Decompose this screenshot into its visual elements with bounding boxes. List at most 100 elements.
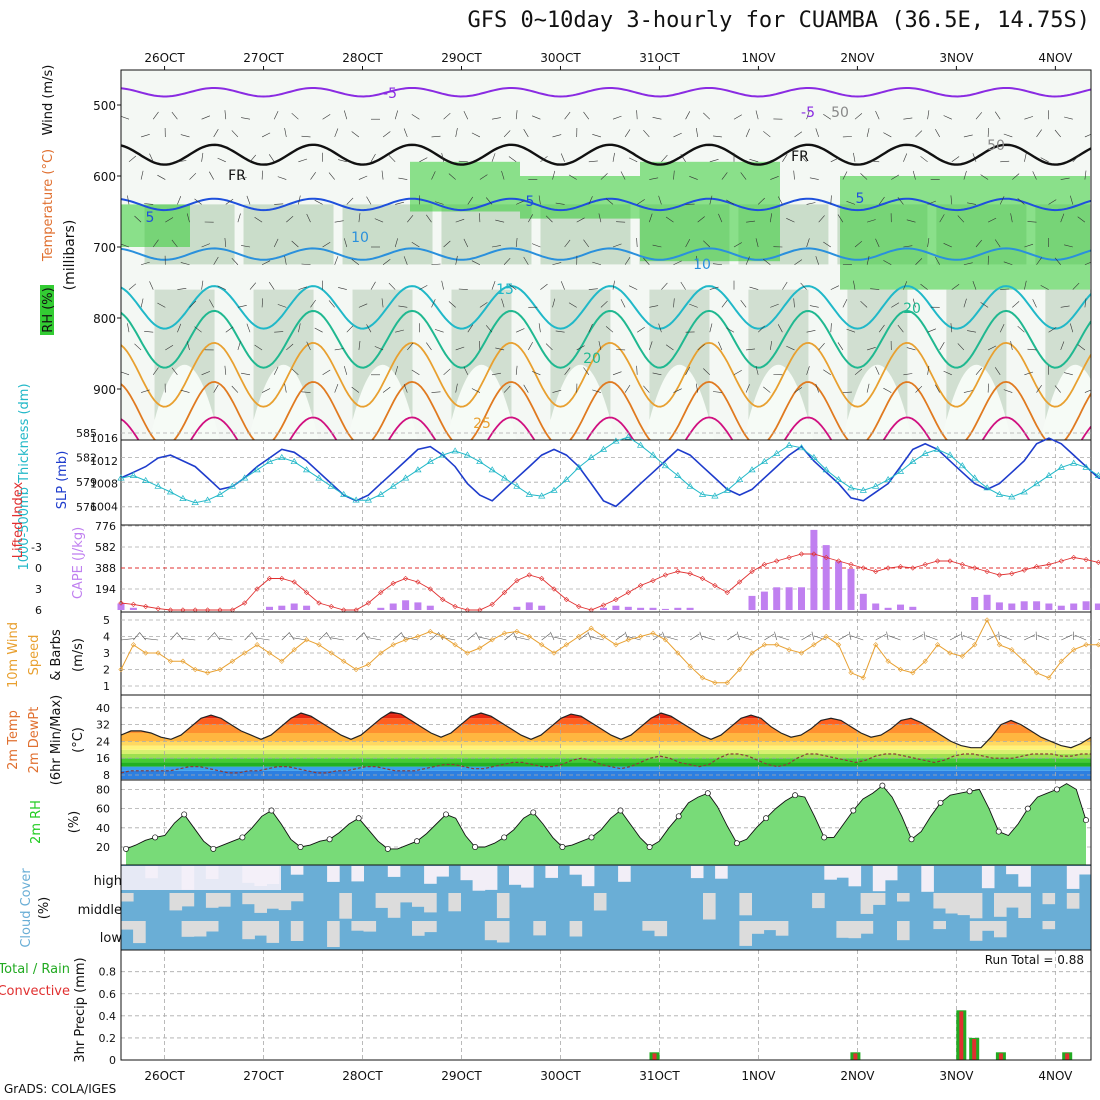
wind-barb: [237, 305, 247, 308]
wind-barb: [793, 170, 795, 180]
wind-barb: [853, 152, 856, 162]
wind-barb: [652, 633, 663, 641]
wind-barb: [508, 284, 517, 290]
wind-barb: [994, 367, 1001, 375]
wind-barb: [351, 259, 360, 265]
cloud-gap: [218, 893, 231, 907]
temperature-mask: [121, 695, 1091, 748]
cloud-gap: [897, 921, 910, 941]
wind-barb: [689, 633, 700, 641]
rh2m-panel: 20 40 60 80 2m RH (%): [29, 779, 1092, 866]
temperature-line: [120, 711, 1092, 749]
rh-moist-area: [410, 161, 520, 212]
thickness-point: [612, 437, 620, 444]
wind-speed-point: [811, 642, 817, 648]
contour-label: 10: [693, 257, 711, 273]
wind-barb: [749, 159, 759, 163]
wind-barb: [661, 154, 668, 163]
wind-barb: [612, 371, 622, 376]
wind-barb: [583, 111, 590, 120]
rh-point: [384, 845, 391, 852]
temp-tick-label: 8: [103, 769, 110, 782]
wind-barb: [1010, 213, 1013, 223]
wind-barb: [358, 340, 361, 350]
wind-barb: [171, 367, 178, 375]
rh-point: [1053, 786, 1060, 793]
cloud-gap: [484, 921, 498, 941]
wind-barb: [866, 128, 870, 138]
cape-bar: [278, 605, 286, 610]
wind-barb: [696, 383, 698, 393]
wind-barb: [883, 260, 892, 266]
wind-speed-series: [118, 617, 1100, 686]
wind-barb: [950, 195, 953, 205]
precip-panel: 0 0.2 0.4 0.6 0.8 Run Total = 0.88 3hr Precip …: [0, 949, 1092, 1067]
precip-axis-label: 3hr Precip (mm): [73, 957, 88, 1062]
wind-barb: [306, 213, 311, 223]
cloud-gap: [121, 893, 134, 902]
wind-barb: [394, 366, 398, 375]
cloud-gap: [363, 921, 377, 932]
cape-bar: [748, 595, 756, 610]
cloud-gap: [327, 866, 340, 882]
wind-barb: [181, 638, 196, 641]
wind-speed-point: [1046, 675, 1052, 681]
wind-barb: [301, 391, 311, 393]
wind-barb: [1024, 634, 1036, 641]
wind-barb: [800, 154, 807, 163]
wind-barb: [962, 635, 975, 641]
wind-speed-point: [972, 642, 978, 648]
wind-barb: [815, 128, 819, 138]
wind-barb: [980, 174, 989, 180]
cloud-gap: [1078, 866, 1092, 875]
cloud-gap: [581, 866, 595, 887]
wind-tick-label: 2: [103, 664, 110, 677]
wind-barb: [867, 347, 876, 351]
rh-point: [268, 807, 275, 814]
bottom-date-label: 1NOV: [741, 1069, 776, 1083]
rh-moist-area: [520, 176, 640, 219]
wind-barb: [370, 153, 376, 162]
wind-speed-point: [353, 666, 359, 673]
wind-barb: [213, 384, 219, 393]
wind-barbs: [120, 631, 1100, 641]
wind-barb: [286, 343, 294, 351]
wind-barb: [927, 110, 930, 120]
wind-barb: [463, 110, 469, 120]
wind-speed-point: [526, 633, 532, 640]
wind-barb: [1040, 157, 1049, 163]
wind-barb: [854, 368, 863, 376]
cloud-gap: [715, 866, 728, 879]
cloud-gap: [266, 921, 280, 943]
wind-speed-point: [736, 666, 743, 673]
cloud-gap: [205, 921, 219, 932]
wind-barb: [395, 329, 404, 333]
wind-barb: [875, 366, 880, 375]
cape-bar: [835, 561, 843, 610]
cape-bar: [674, 607, 682, 610]
wind-barb: [1072, 282, 1080, 290]
cape-bar: [377, 607, 385, 610]
temp-tick-label: 16: [96, 752, 110, 765]
wind-barb: [1000, 635, 1012, 641]
cloud-gap: [412, 921, 425, 936]
wind-barb: [620, 299, 626, 308]
dry-area: [743, 364, 814, 440]
wind-barb: [516, 200, 525, 205]
rh-point: [472, 844, 479, 850]
wind-speed-point: [217, 666, 223, 673]
wind-barb: [875, 110, 880, 120]
wind-barb: [588, 288, 598, 290]
wind-barb: [963, 262, 973, 266]
wind-barb: [837, 214, 844, 223]
wind-barb: [943, 115, 952, 120]
cloud-gap: [1066, 893, 1080, 909]
wind-barb: [794, 131, 803, 138]
dry-area: [347, 364, 418, 440]
contour-label: 20: [903, 301, 921, 317]
wind-barb: [564, 367, 571, 375]
wind-speed-point: [910, 670, 916, 676]
bottom-date-label: 30OCT: [540, 1069, 581, 1083]
wind-barb: [388, 155, 396, 163]
thickness-point: [760, 458, 769, 465]
